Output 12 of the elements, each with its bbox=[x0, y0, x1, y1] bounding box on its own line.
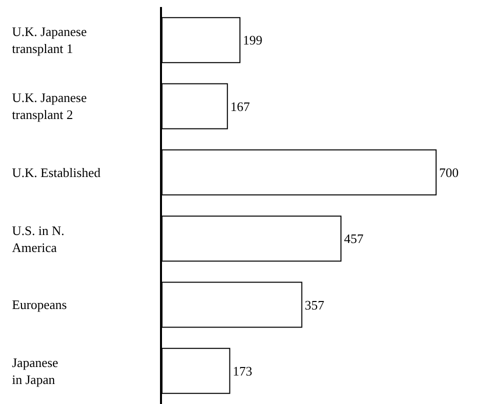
data-label: 700 bbox=[439, 164, 459, 180]
data-label: 199 bbox=[242, 32, 262, 48]
y-tick-label: U.K. Japanese transplant 1 bbox=[12, 24, 87, 56]
data-label: 457 bbox=[344, 231, 364, 246]
data-label: 357 bbox=[304, 297, 325, 312]
data-label: 167 bbox=[230, 98, 250, 114]
y-tick-label: Japanese in Japan bbox=[12, 355, 58, 387]
y-tick-label: Europeans bbox=[12, 297, 67, 312]
y-tick-label: U.S. in N. America bbox=[12, 223, 64, 255]
y-tick-label: U.K. Japanese transplant 2 bbox=[12, 90, 87, 122]
data-label: 173 bbox=[232, 363, 252, 378]
y-tick-label: U.K. Established bbox=[12, 165, 101, 180]
